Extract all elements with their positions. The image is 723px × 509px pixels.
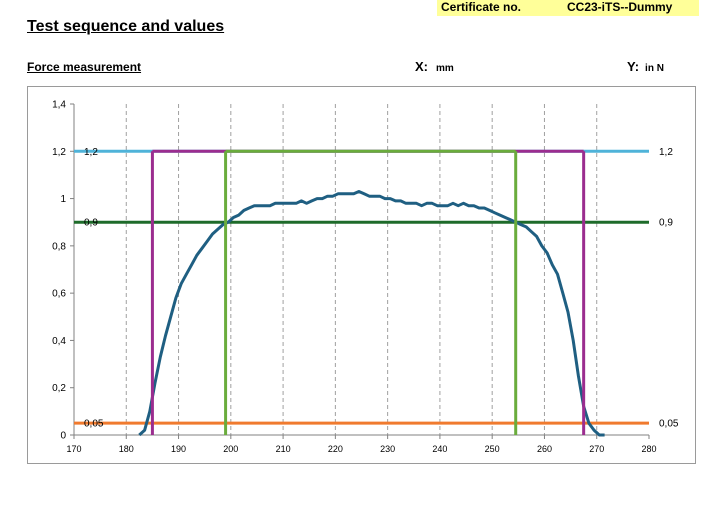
x-tick-label: 250	[485, 444, 500, 454]
y-tick-label: 1,4	[52, 100, 66, 111]
section-title: Force measurement	[27, 60, 142, 74]
y-tick-label: 0	[60, 431, 66, 442]
limit-label-left: 0,05	[84, 419, 104, 430]
x-tick-label: 220	[328, 444, 343, 454]
limit-label-right: 0,9	[659, 218, 673, 229]
x-tick-label: 260	[537, 444, 552, 454]
limit-label-left: 0,9	[84, 218, 98, 229]
y-tick-label: 0,4	[52, 336, 66, 347]
x-tick-label: 240	[432, 444, 447, 454]
y-tick-label: 1,2	[52, 147, 66, 158]
x-tick-label: 170	[66, 444, 81, 454]
y-tick-label: 1	[60, 194, 66, 205]
y-axis-header: Y: in N	[627, 59, 664, 74]
x-tick-label: 210	[276, 444, 291, 454]
x-axis-unit: mm	[436, 63, 454, 74]
y-tick-label: 0,8	[52, 241, 66, 252]
x-axis-name: X:	[415, 59, 428, 74]
y-tick-label: 0,2	[52, 383, 66, 394]
limit-label-right: 1,2	[659, 147, 673, 158]
x-tick-label: 190	[171, 444, 186, 454]
y-tick-label: 0,6	[52, 289, 66, 300]
x-tick-label: 180	[119, 444, 134, 454]
force-curve	[138, 190, 605, 437]
page-title: Test sequence and values	[27, 18, 225, 35]
x-axis-header: X: mm	[415, 59, 454, 74]
y-axis-name: Y:	[627, 59, 640, 74]
x-tick-label: 230	[380, 444, 395, 454]
x-tick-label: 270	[589, 444, 604, 454]
x-tick-label: 280	[641, 444, 656, 454]
y-axis-unit: in N	[645, 63, 664, 74]
limit-label-left: 1,2	[84, 147, 98, 158]
x-tick-label: 200	[223, 444, 238, 454]
certificate-label: Certificate no.	[441, 0, 522, 14]
certificate-value: CC23-iTS--Dummy	[567, 0, 673, 14]
chart-frame	[27, 86, 696, 464]
limit-label-right: 0,05	[659, 419, 679, 430]
certificate-box: Certificate no. CC23-iTS--Dummy	[437, 0, 699, 16]
